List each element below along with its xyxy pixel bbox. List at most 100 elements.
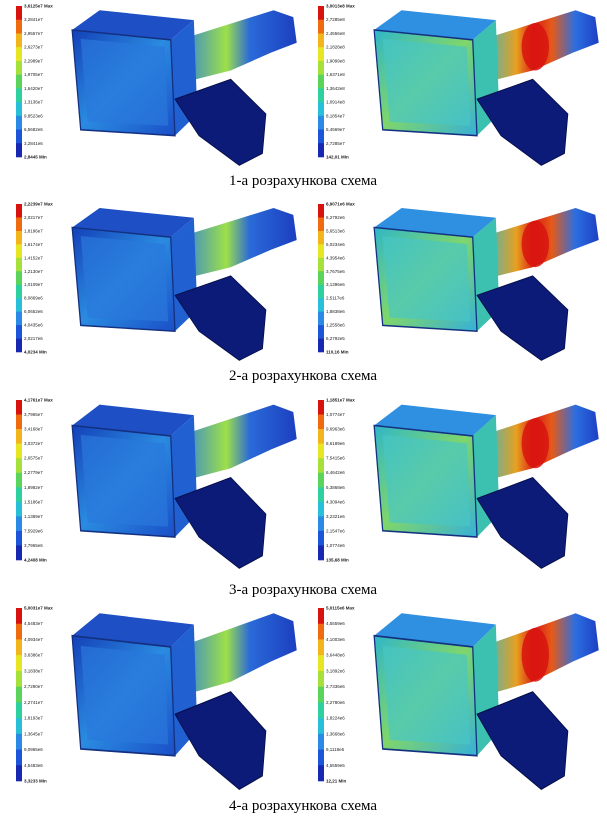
legend-label: 2,0217e7 <box>24 215 43 220</box>
legend-color <box>318 608 324 624</box>
legend-label: 2,7290e7 <box>24 684 43 689</box>
legend-label: 3,2841e7 <box>24 17 43 22</box>
legend-color <box>16 639 22 655</box>
body-inner <box>383 435 470 527</box>
body-inner <box>383 646 470 745</box>
legend-color <box>16 531 22 546</box>
legend-label: 2,2779e7 <box>24 470 43 475</box>
legend-label: 6,2792e6 <box>326 215 345 220</box>
legend-color <box>318 458 324 473</box>
legend-color <box>16 143 22 157</box>
legend-label: 1,3668e6 <box>326 731 345 736</box>
legend-label: 1,6371e8 <box>326 72 345 77</box>
legend-color <box>16 116 22 130</box>
fea-panel: 1,1851e7 Max1,0774e79,6963e68,6189e67,54… <box>318 398 599 569</box>
legend-label: 5,0234e6 <box>326 242 345 247</box>
legend-color <box>318 244 324 258</box>
legend-color <box>16 608 22 624</box>
legend-label: 4,3094e6 <box>326 499 345 504</box>
legend-color <box>318 204 324 218</box>
legend-label: 2,1547e6 <box>326 528 345 533</box>
vertebra-model <box>72 208 297 360</box>
legend-color <box>318 33 324 47</box>
legend-label: 2,2239e7 Max <box>24 202 53 207</box>
legend-label: 1,6174e7 <box>24 242 43 247</box>
legend-label: 2,9557e7 <box>24 31 43 36</box>
legend-color <box>16 88 22 102</box>
legend-color <box>318 339 324 353</box>
legend-label: 2,1828e8 <box>326 45 345 50</box>
fea-panel: 3,0013e8 Max2,7285e82,4556e82,1828e81,90… <box>318 4 599 166</box>
legend-color <box>16 271 22 285</box>
legend-color <box>16 130 22 144</box>
legend-label: 3,1838e7 <box>24 668 43 673</box>
legend-label: 142,01 Min <box>326 155 349 160</box>
legend-label: 8,1854e7 <box>326 113 345 118</box>
legend-label: 9,8523e6 <box>24 113 43 118</box>
legend-label: 2,0217e6 <box>24 336 43 341</box>
legend-label: 3,7965e6 <box>24 543 43 548</box>
legend-label: 135,68 Min <box>326 558 349 563</box>
legend-label: 1,4152e7 <box>24 255 43 260</box>
legend-color <box>318 258 324 272</box>
legend-label: 1,1389e7 <box>24 514 43 519</box>
legend-color <box>16 6 22 20</box>
legend-label: 1,0914e8 <box>326 100 345 105</box>
stress-zone <box>522 221 549 268</box>
legend-label: 1,8224e6 <box>326 716 345 721</box>
legend-color <box>16 231 22 245</box>
legend-color <box>318 130 324 144</box>
fea-panel: 6,9071e6 Max6,2792e65,6513e65,0234e64,39… <box>318 202 599 361</box>
legend-label: 4,0435e6 <box>24 323 43 328</box>
legend-color <box>16 702 22 718</box>
legend-color <box>318 271 324 285</box>
legend-label: 2,2780e6 <box>326 700 345 705</box>
legend-label: 1,9099e8 <box>326 58 345 63</box>
vertebra-model <box>72 405 297 569</box>
stress-zone <box>522 23 549 70</box>
fea-panel: 5,0115e6 Max4,5559e64,1003e63,6448e63,18… <box>318 606 599 790</box>
legend-label: 3,0013e8 Max <box>326 4 355 9</box>
legend-color <box>16 516 22 531</box>
legend-label: 1,9705e7 <box>24 72 43 77</box>
legend-label: 1,8838e6 <box>326 309 345 314</box>
body-inner <box>81 435 168 527</box>
legend-label: 1,2558e6 <box>326 323 345 328</box>
legend-label: 5,3868e6 <box>326 485 345 490</box>
legend-label: 3,6125e7 Max <box>24 4 53 9</box>
legend-label: 1,2130e7 <box>24 269 43 274</box>
legend-label: 4,3954e6 <box>326 255 345 260</box>
vertebral-arch <box>179 10 296 82</box>
legend-label: 3,0372e7 <box>24 441 43 446</box>
legend-label: 3,4168e7 <box>24 427 43 432</box>
legend-label: 1,0109e7 <box>24 282 43 287</box>
legend-label: 8,6189e6 <box>326 441 345 446</box>
legend-label: 2,7336e6 <box>326 684 345 689</box>
legend-label: 4,0234 Min <box>24 350 47 355</box>
vertebral-arch <box>179 613 296 695</box>
legend-color <box>16 458 22 473</box>
legend-label: 1,3136e7 <box>24 100 43 105</box>
legend-color <box>318 312 324 326</box>
legend-label: 2,2741e7 <box>24 700 43 705</box>
legend-color <box>16 102 22 116</box>
legend-color <box>16 473 22 488</box>
legend-label: 2,7285e7 <box>326 141 345 146</box>
legend-label: 2,8445 Min <box>24 155 47 160</box>
legend-color <box>318 20 324 34</box>
legend-label: 2,6273e7 <box>24 45 43 50</box>
legend-label: 3,1892e6 <box>326 668 345 673</box>
legend-color <box>318 545 324 560</box>
legend-color <box>16 655 22 671</box>
legend-color <box>16 75 22 89</box>
legend-label: 1,6420e7 <box>24 86 43 91</box>
legend-color <box>318 102 324 116</box>
legend-label: 6,5682e6 <box>24 127 43 132</box>
fea-panel: 3,6125e7 Max3,2841e72,9557e72,6273e72,29… <box>16 4 297 166</box>
legend-color <box>318 702 324 718</box>
legend-label: 3,3233 Min <box>24 779 47 784</box>
legend-color <box>16 285 22 299</box>
legend-label: 4,5559e5 <box>326 763 345 768</box>
legend-color <box>318 429 324 444</box>
legend-color <box>16 258 22 272</box>
